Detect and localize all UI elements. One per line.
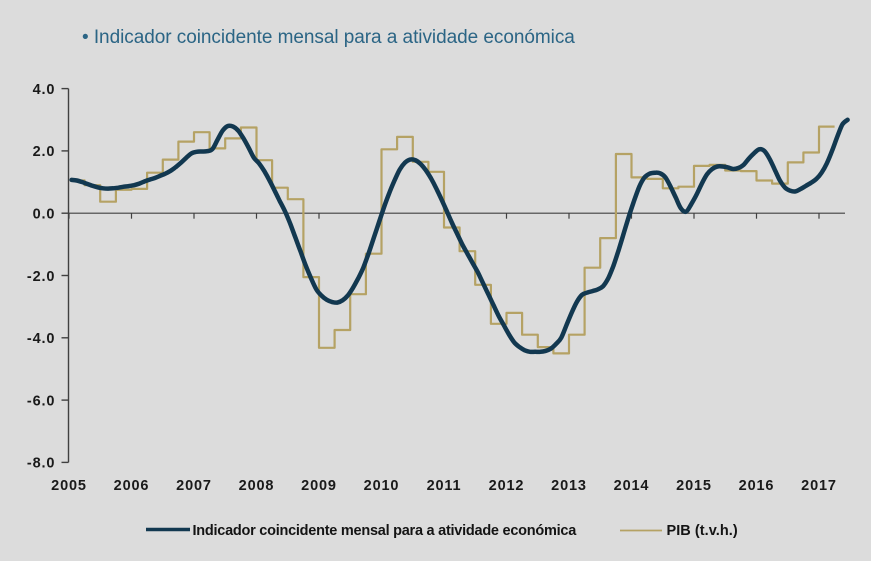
svg-text:2015: 2015 [676,478,712,494]
svg-text:2009: 2009 [301,478,337,494]
svg-text:-8.0: -8.0 [27,456,55,472]
svg-text:2014: 2014 [614,478,650,494]
svg-text:2006: 2006 [114,478,150,494]
svg-text:4.0: 4.0 [33,82,56,98]
svg-text:2016: 2016 [739,478,775,494]
svg-text:2005: 2005 [51,478,87,494]
svg-text:2008: 2008 [239,478,275,494]
svg-text:2007: 2007 [176,478,212,494]
svg-text:• Indicador coincidente mensal: • Indicador coincidente mensal para a at… [82,27,575,48]
svg-text:-6.0: -6.0 [27,393,55,409]
svg-text:2013: 2013 [551,478,587,494]
svg-text:2017: 2017 [801,478,837,494]
svg-text:2012: 2012 [489,478,525,494]
svg-text:-4.0: -4.0 [27,331,55,347]
svg-text:-2.0: -2.0 [27,269,55,285]
svg-text:2011: 2011 [427,478,462,494]
svg-text:PIB (t.v.h.): PIB (t.v.h.) [667,523,738,539]
svg-text:2010: 2010 [364,478,400,494]
svg-text:Indicador coincidente mensal p: Indicador coincidente mensal para a ativ… [193,523,578,539]
svg-text:0.0: 0.0 [33,207,56,223]
svg-text:2.0: 2.0 [33,144,56,160]
